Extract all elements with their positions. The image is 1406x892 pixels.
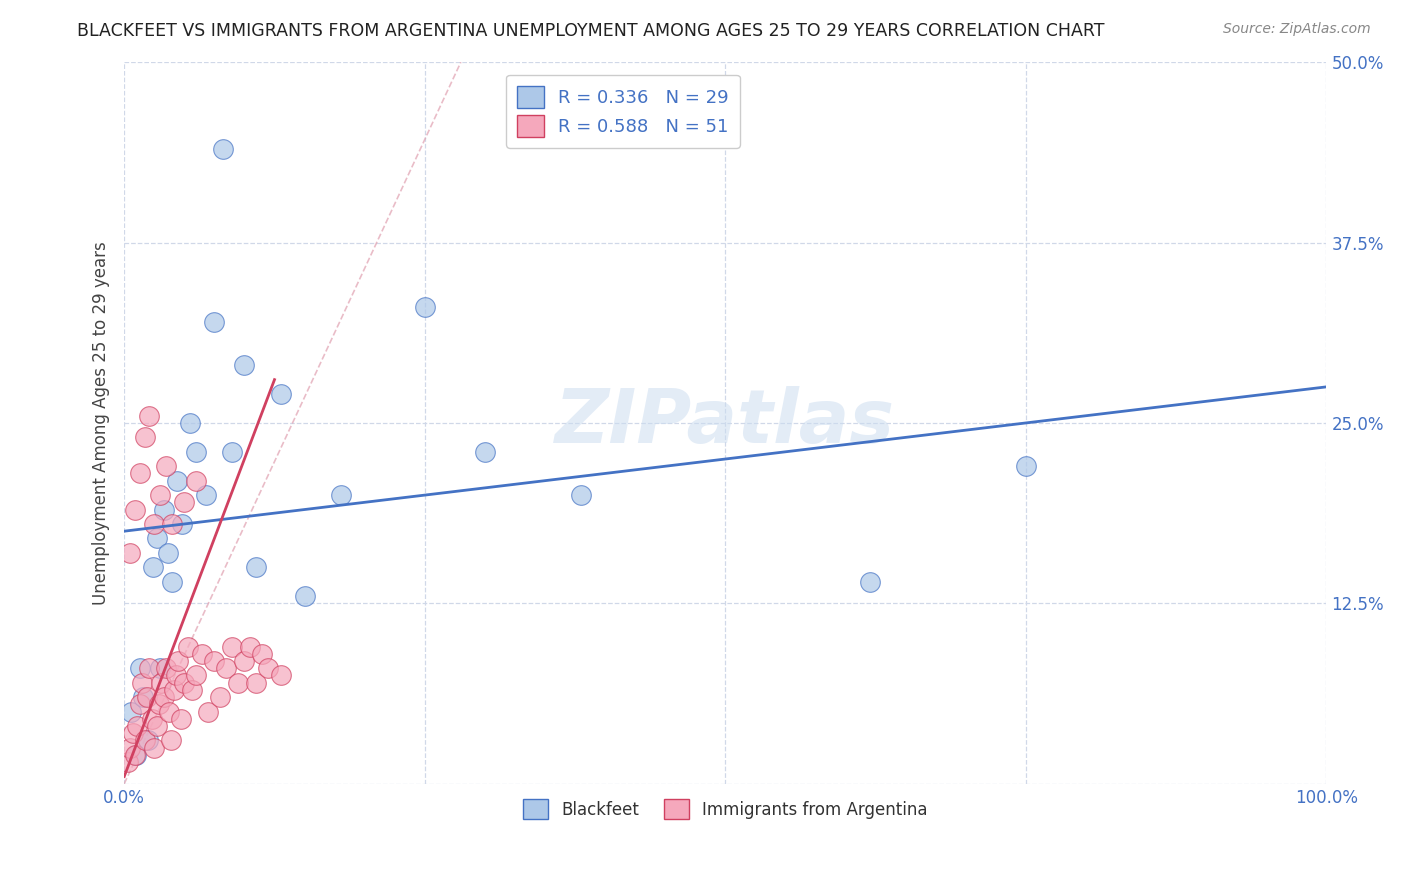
Point	[128, 467, 150, 481]
Point	[136, 733, 159, 747]
Point	[127, 719, 149, 733]
Point	[245, 675, 267, 690]
Point	[117, 755, 139, 769]
Point	[186, 445, 208, 459]
Point	[202, 315, 225, 329]
Point	[141, 712, 163, 726]
Point	[155, 661, 177, 675]
Point	[149, 661, 172, 675]
Point	[202, 654, 225, 668]
Point	[170, 516, 193, 531]
Point	[136, 690, 159, 705]
Point	[170, 712, 193, 726]
Point	[149, 488, 172, 502]
Legend: Blackfeet, Immigrants from Argentina: Blackfeet, Immigrants from Argentina	[516, 792, 935, 826]
Text: ZIPatlas: ZIPatlas	[555, 386, 896, 459]
Point	[194, 488, 217, 502]
Point	[132, 690, 155, 705]
Point	[160, 733, 183, 747]
Point	[150, 675, 173, 690]
Point	[145, 532, 167, 546]
Point	[228, 675, 250, 690]
Y-axis label: Unemployment Among Ages 25 to 29 years: Unemployment Among Ages 25 to 29 years	[93, 241, 110, 605]
Point	[239, 640, 262, 654]
Point	[143, 740, 166, 755]
Point	[162, 574, 184, 589]
Point	[166, 474, 188, 488]
Point	[569, 488, 592, 502]
Point	[134, 430, 156, 444]
Point	[124, 502, 146, 516]
Point	[124, 747, 146, 762]
Point	[165, 668, 187, 682]
Point	[215, 661, 238, 675]
Point	[474, 445, 496, 459]
Point	[121, 726, 143, 740]
Text: BLACKFEET VS IMMIGRANTS FROM ARGENTINA UNEMPLOYMENT AMONG AGES 25 TO 29 YEARS CO: BLACKFEET VS IMMIGRANTS FROM ARGENTINA U…	[77, 22, 1105, 40]
Point	[120, 546, 142, 560]
Point	[167, 654, 190, 668]
Point	[329, 488, 352, 502]
Point	[131, 675, 153, 690]
Point	[180, 682, 202, 697]
Point	[233, 358, 256, 372]
Point	[120, 705, 142, 719]
Point	[145, 719, 167, 733]
Point	[1015, 459, 1038, 474]
Point	[120, 740, 142, 755]
Point	[138, 661, 160, 675]
Point	[233, 654, 256, 668]
Point	[162, 516, 184, 531]
Point	[138, 409, 160, 423]
Point	[191, 647, 214, 661]
Point	[177, 640, 200, 654]
Point	[128, 661, 150, 675]
Point	[221, 640, 243, 654]
Point	[186, 668, 208, 682]
Point	[859, 574, 882, 589]
Point	[128, 698, 150, 712]
Point	[221, 445, 243, 459]
Point	[156, 546, 179, 560]
Point	[197, 705, 219, 719]
Point	[270, 387, 292, 401]
Point	[211, 142, 233, 156]
Point	[157, 705, 180, 719]
Point	[148, 698, 170, 712]
Point	[162, 682, 184, 697]
Point	[294, 589, 316, 603]
Point	[125, 747, 148, 762]
Point	[186, 474, 208, 488]
Point	[173, 495, 195, 509]
Point	[179, 416, 201, 430]
Point	[153, 502, 176, 516]
Point	[270, 668, 292, 682]
Point	[209, 690, 232, 705]
Text: Source: ZipAtlas.com: Source: ZipAtlas.com	[1223, 22, 1371, 37]
Point	[143, 516, 166, 531]
Point	[153, 690, 176, 705]
Point	[155, 459, 177, 474]
Point	[134, 733, 156, 747]
Point	[252, 647, 274, 661]
Point	[173, 675, 195, 690]
Point	[257, 661, 280, 675]
Point	[142, 560, 165, 574]
Point	[245, 560, 267, 574]
Point	[413, 301, 436, 315]
